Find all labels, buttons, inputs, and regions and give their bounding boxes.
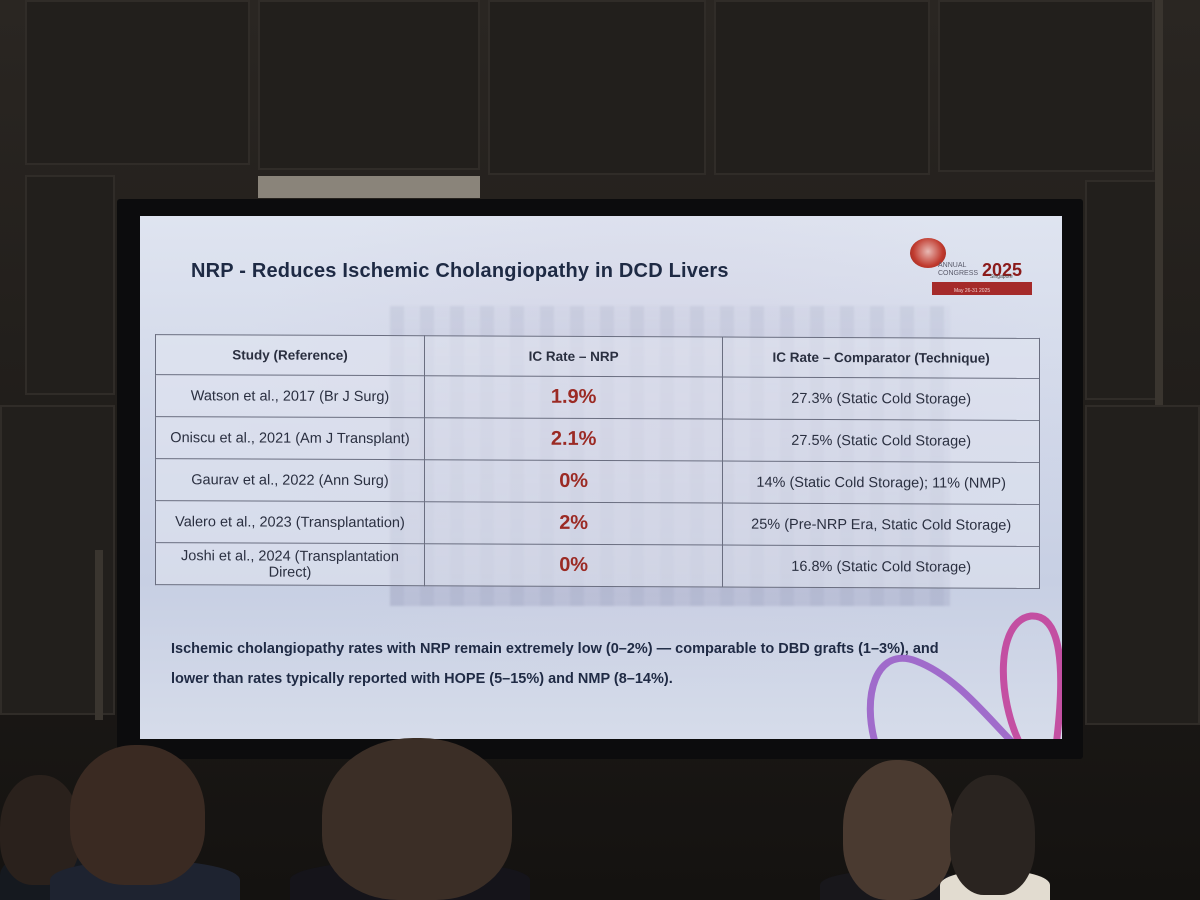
audience-head — [70, 745, 205, 885]
study-cell: Joshi et al., 2024 (Transplantation Dire… — [155, 542, 425, 586]
wall-panel — [258, 0, 480, 170]
stand-pole — [95, 550, 103, 720]
ic-rate-table: Study (Reference) IC Rate – NRP IC Rate … — [155, 334, 1040, 589]
table-row: Oniscu et al., 2021 (Am J Transplant) 2.… — [155, 416, 1040, 463]
logo-annual-text: ANNUAL CONGRESS — [938, 262, 979, 277]
wall-panel — [714, 0, 930, 175]
nrp-rate-cell: 0% — [424, 459, 723, 504]
logo-city: Singapore — [990, 274, 1013, 280]
nrp-rate-cell: 1.9% — [424, 375, 723, 420]
header-study: Study (Reference) — [155, 334, 425, 376]
summary-line-1: Ischemic cholangiopathy rates with NRP r… — [171, 641, 939, 657]
audience-head — [950, 775, 1035, 895]
wall-panel — [488, 0, 706, 175]
study-cell: Gaurav et al., 2022 (Ann Surg) — [155, 458, 425, 502]
wall-panel — [1085, 180, 1160, 400]
decorative-swoosh-icon — [866, 612, 1062, 739]
comparator-cell: 14% (Static Cold Storage); 11% (NMP) — [722, 461, 1040, 505]
wall-panel — [25, 0, 250, 165]
study-cell: Watson et al., 2017 (Br J Surg) — [155, 374, 425, 418]
slide-title: NRP - Reduces Ischemic Cholangiopathy in… — [191, 260, 729, 282]
audience-head — [843, 760, 953, 900]
comparator-cell: 27.3% (Static Cold Storage) — [722, 377, 1040, 421]
header-ic-rate-comparator: IC Rate – Comparator (Technique) — [722, 337, 1040, 379]
summary-line-2: lower than rates typically reported with… — [171, 671, 673, 687]
table-row: Valero et al., 2023 (Transplantation) 2%… — [155, 500, 1040, 547]
presentation-slide: NRP - Reduces Ischemic Cholangiopathy in… — [140, 216, 1062, 739]
society-seal-icon — [910, 238, 946, 268]
table-row: Joshi et al., 2024 (Transplantation Dire… — [155, 542, 1040, 589]
wall-panel — [1085, 405, 1200, 725]
study-cell: Oniscu et al., 2021 (Am J Transplant) — [155, 416, 425, 460]
audience-head — [0, 775, 80, 885]
header-ic-rate-nrp: IC Rate – NRP — [424, 335, 723, 378]
logo-date: May 26-31 2025 — [954, 288, 991, 294]
comparator-cell: 25% (Pre-NRP Era, Static Cold Storage) — [722, 503, 1040, 547]
nrp-rate-cell: 2.1% — [424, 417, 723, 462]
nrp-rate-cell: 2% — [424, 501, 723, 546]
comparator-cell: 16.8% (Static Cold Storage) — [722, 545, 1040, 589]
logo-year: 2025 — [982, 260, 1023, 280]
table-row: Watson et al., 2017 (Br J Surg) 1.9% 27.… — [155, 374, 1040, 421]
study-cell: Valero et al., 2023 (Transplantation) — [155, 500, 425, 544]
summary-text: Ischemic cholangiopathy rates with NRP r… — [171, 634, 971, 694]
logo-bar — [932, 282, 1032, 295]
table-header-row: Study (Reference) IC Rate – NRP IC Rate … — [155, 334, 1040, 379]
table-row: Gaurav et al., 2022 (Ann Surg) 0% 14% (S… — [155, 458, 1040, 505]
wall-panel — [938, 0, 1154, 172]
wall-light-strip — [258, 176, 480, 198]
wall-panel — [25, 175, 115, 395]
audience-head — [322, 738, 512, 900]
congress-logo: ANNUAL CONGRESS 2025 Singapore May 26-31… — [910, 238, 1040, 300]
wall-beam — [1155, 0, 1163, 405]
comparator-cell: 27.5% (Static Cold Storage) — [722, 419, 1040, 463]
nrp-rate-cell: 0% — [424, 543, 723, 588]
